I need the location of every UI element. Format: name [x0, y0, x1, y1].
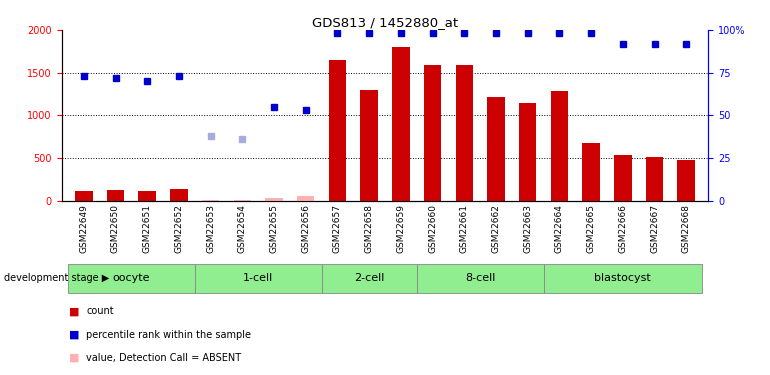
Bar	[614, 155, 631, 201]
Text: count: count	[86, 306, 114, 316]
Text: GSM22664: GSM22664	[555, 204, 564, 253]
Text: GSM22658: GSM22658	[365, 204, 373, 253]
Title: GDS813 / 1452880_at: GDS813 / 1452880_at	[312, 16, 458, 29]
Bar	[266, 198, 283, 201]
Bar	[233, 200, 251, 201]
Text: GSM22663: GSM22663	[523, 204, 532, 253]
Bar	[202, 200, 219, 201]
Text: GSM22656: GSM22656	[301, 204, 310, 253]
Bar	[329, 60, 347, 201]
FancyBboxPatch shape	[68, 264, 195, 293]
Bar	[424, 65, 441, 201]
Text: ■: ■	[69, 353, 80, 363]
Text: 2-cell: 2-cell	[354, 273, 384, 283]
Text: GSM22654: GSM22654	[238, 204, 247, 253]
Text: GSM22655: GSM22655	[270, 204, 279, 253]
Text: GSM22649: GSM22649	[79, 204, 89, 253]
Text: blastocyst: blastocyst	[594, 273, 651, 283]
Text: GSM22652: GSM22652	[175, 204, 183, 253]
Bar	[646, 157, 663, 201]
Text: value, Detection Call = ABSENT: value, Detection Call = ABSENT	[86, 353, 241, 363]
Text: 1-cell: 1-cell	[243, 273, 273, 283]
Bar	[170, 189, 188, 201]
Text: GSM22650: GSM22650	[111, 204, 120, 253]
Bar	[75, 191, 92, 201]
Bar	[456, 65, 473, 201]
Text: ■: ■	[69, 306, 80, 316]
Bar	[551, 92, 568, 201]
Bar	[582, 142, 600, 201]
Bar	[139, 191, 156, 201]
Text: GSM22653: GSM22653	[206, 204, 215, 253]
Text: GSM22665: GSM22665	[587, 204, 595, 253]
Text: GSM22651: GSM22651	[142, 204, 152, 253]
Text: ■: ■	[69, 330, 80, 339]
FancyBboxPatch shape	[417, 264, 544, 293]
Text: GSM22661: GSM22661	[460, 204, 469, 253]
Text: GSM22667: GSM22667	[650, 204, 659, 253]
Text: GSM22660: GSM22660	[428, 204, 437, 253]
Text: GSM22659: GSM22659	[397, 204, 405, 253]
Text: GSM22657: GSM22657	[333, 204, 342, 253]
Text: oocyte: oocyte	[112, 273, 150, 283]
Text: GSM22662: GSM22662	[491, 204, 500, 253]
Text: GSM22666: GSM22666	[618, 204, 628, 253]
Bar	[297, 195, 314, 201]
Text: 8-cell: 8-cell	[465, 273, 495, 283]
Bar	[678, 160, 695, 201]
Text: GSM22668: GSM22668	[681, 204, 691, 253]
Text: development stage ▶: development stage ▶	[4, 273, 109, 284]
Text: percentile rank within the sample: percentile rank within the sample	[86, 330, 251, 339]
Bar	[360, 90, 378, 201]
Bar	[519, 102, 537, 201]
Bar	[392, 47, 410, 201]
Bar	[107, 189, 124, 201]
FancyBboxPatch shape	[195, 264, 322, 293]
FancyBboxPatch shape	[322, 264, 417, 293]
Bar	[487, 96, 504, 201]
FancyBboxPatch shape	[544, 264, 702, 293]
